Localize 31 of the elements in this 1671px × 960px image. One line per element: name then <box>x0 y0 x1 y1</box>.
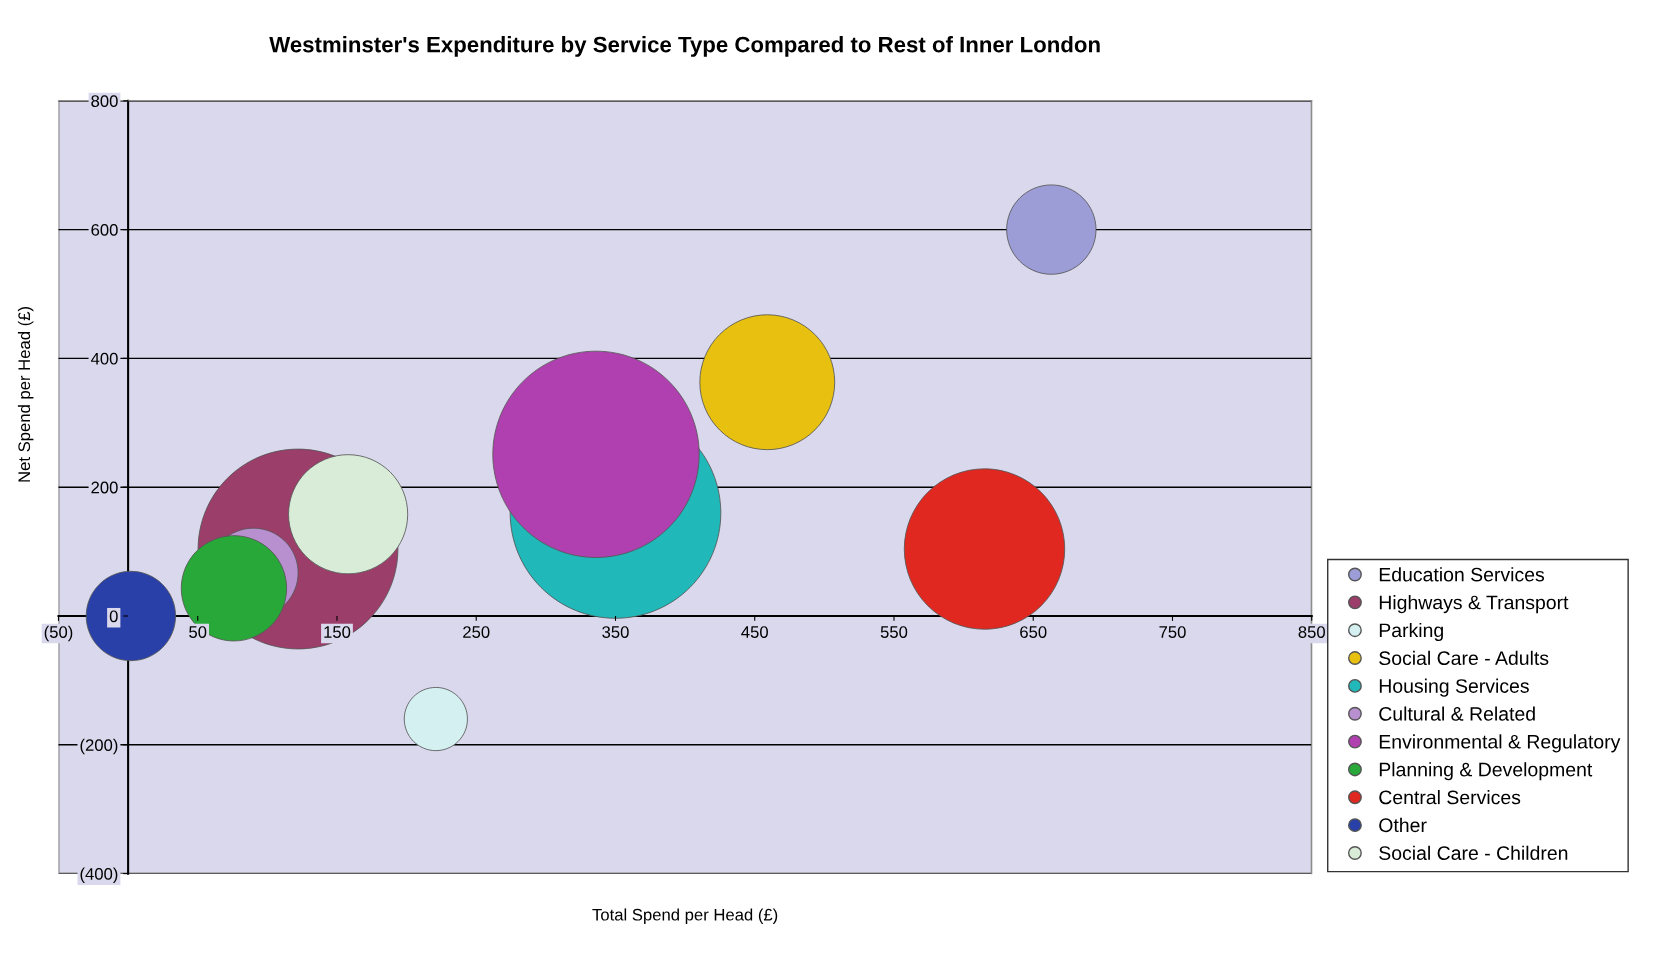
x-tick-label: 50 <box>189 626 207 638</box>
legend-label: Environmental & Regulatory <box>1379 734 1621 753</box>
legend-label: Planning & Development <box>1379 762 1593 781</box>
legend-label: Cultural & Related <box>1379 706 1535 721</box>
legend-label: Social Care - Children <box>1379 845 1568 860</box>
y-axis-title: Net Spend per Head (£) <box>17 307 34 482</box>
x-tick-label: 350 <box>602 626 629 638</box>
x-tick-label: 150 <box>324 626 351 638</box>
y-tick-label: (200) <box>80 738 118 755</box>
y-tick-label: 800 <box>91 95 118 107</box>
y-tick-label: 400 <box>90 352 118 365</box>
legend-label: Social Care - Adults <box>1379 650 1549 666</box>
y-tick-label: 200 <box>91 481 118 494</box>
x-tick-label: 250 <box>463 626 490 638</box>
legend-label: Housing Services <box>1379 678 1529 697</box>
x-tick-label: (50) <box>44 625 73 642</box>
legend-label: Central Services <box>1379 790 1521 805</box>
x-tick-label: 650 <box>1020 626 1047 638</box>
chart-title: Westminster's Expenditure by Service Type Compared to Rest of Inner London <box>269 36 1100 57</box>
x-tick-label: 750 <box>1159 626 1186 638</box>
y-tick-label: 0 <box>109 610 118 623</box>
y-tick-label: 600 <box>91 224 118 236</box>
legend-label: Parking <box>1379 622 1443 642</box>
y-tick-label: (400) <box>80 867 118 884</box>
legend-label: Education Services <box>1379 567 1545 582</box>
x-tick-label: 850 <box>1298 626 1325 638</box>
x-tick-label: 550 <box>880 626 908 638</box>
x-axis-title: Total Spend per Head (£) <box>592 908 778 924</box>
legend-label: Highways & Transport <box>1379 595 1569 614</box>
x-tick-label: 450 <box>741 626 768 638</box>
legend-label: Other <box>1379 817 1427 833</box>
